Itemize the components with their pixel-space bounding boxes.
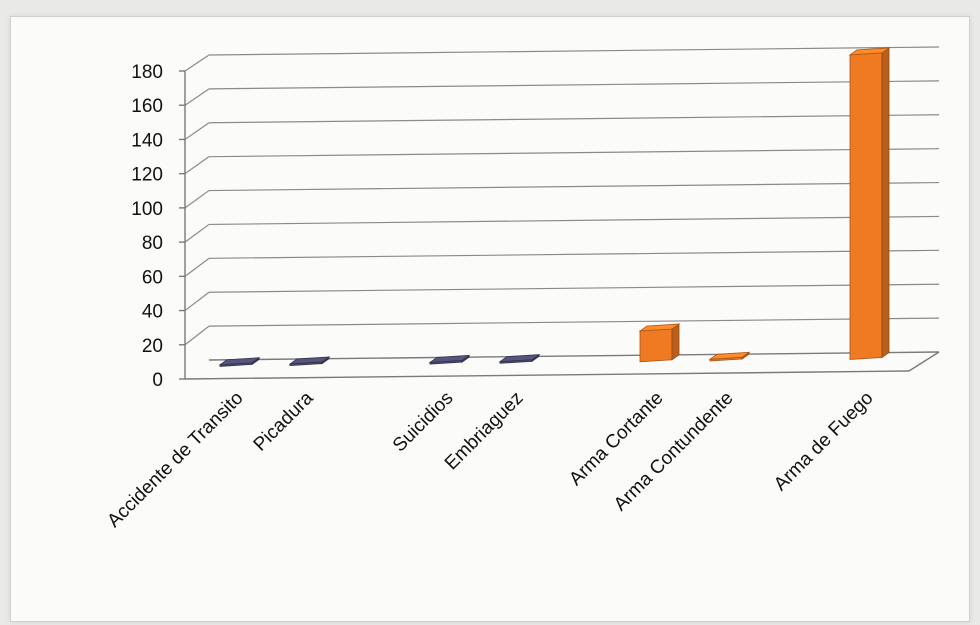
bar-front	[849, 52, 883, 360]
x-tick-label: Accidente de Transito	[103, 388, 247, 532]
gridline-depth	[184, 223, 210, 243]
bar	[218, 356, 261, 367]
bar	[708, 351, 751, 362]
gridline	[208, 114, 940, 124]
gridline-depth	[184, 325, 210, 346]
bar	[848, 47, 891, 360]
bar-side	[671, 323, 680, 361]
bar-top	[708, 351, 751, 360]
y-tick-label: 80	[142, 233, 163, 254]
bars	[218, 47, 891, 367]
gridline-depth	[184, 291, 210, 312]
gridline-depth	[184, 88, 210, 106]
chart-frame: 0 20 40 60 80 100 120 140 160 180 Accidente de Tr…	[10, 16, 970, 622]
gridline-depth	[184, 156, 210, 175]
gridline-depth	[184, 257, 210, 277]
gridlines	[184, 46, 940, 346]
y-tick-label: 60	[142, 267, 163, 288]
bar	[428, 354, 471, 365]
bar-chart: 0 20 40 60 80 100 120 140 160 180 Accidente de Tr…	[103, 46, 940, 532]
gridline	[208, 181, 940, 192]
x-tick-label: Arma Contundente	[610, 388, 738, 516]
gridline	[208, 249, 940, 259]
bar	[288, 356, 331, 367]
y-tick-label: 120	[131, 165, 163, 186]
gridline	[208, 148, 940, 158]
gridline-depth	[184, 122, 210, 140]
y-tick-label: 0	[152, 370, 163, 391]
y-tick-label: 100	[131, 199, 163, 220]
gridline	[208, 283, 940, 293]
bar-top	[218, 357, 261, 366]
floor-back-edge	[208, 351, 940, 361]
bar-top	[428, 354, 471, 363]
bar	[638, 323, 681, 363]
x-tick-label: Arma de Fuego	[770, 388, 877, 495]
y-tick-label: 160	[131, 96, 163, 117]
y-tick-label: 40	[142, 302, 163, 323]
y-tick-label: 20	[142, 336, 163, 357]
bar-top	[498, 354, 541, 363]
x-tick-label: Picadura	[250, 387, 318, 455]
bar-front	[639, 328, 673, 363]
gridline	[208, 317, 940, 327]
y-tick-label: 140	[131, 130, 163, 151]
gridline	[208, 46, 940, 56]
bar-side	[881, 47, 890, 359]
y-tick-label: 180	[131, 62, 163, 83]
floor-right-edge	[908, 351, 940, 372]
y-axis: 0 20 40 60 80 100 120 140 160 180	[131, 62, 940, 391]
bar-top	[288, 356, 331, 365]
floor-front-edge	[184, 370, 910, 380]
bar	[498, 353, 541, 364]
gridline	[208, 80, 940, 90]
gridline	[208, 215, 940, 226]
gridline-depth	[184, 54, 210, 72]
x-tick-label: Suicidios	[389, 388, 458, 457]
bar-top	[848, 47, 891, 56]
gridline-depth	[184, 190, 210, 209]
bar-top	[638, 323, 681, 332]
x-axis-labels: Accidente de Transito Picadura SuicidiosEm…	[103, 387, 877, 531]
